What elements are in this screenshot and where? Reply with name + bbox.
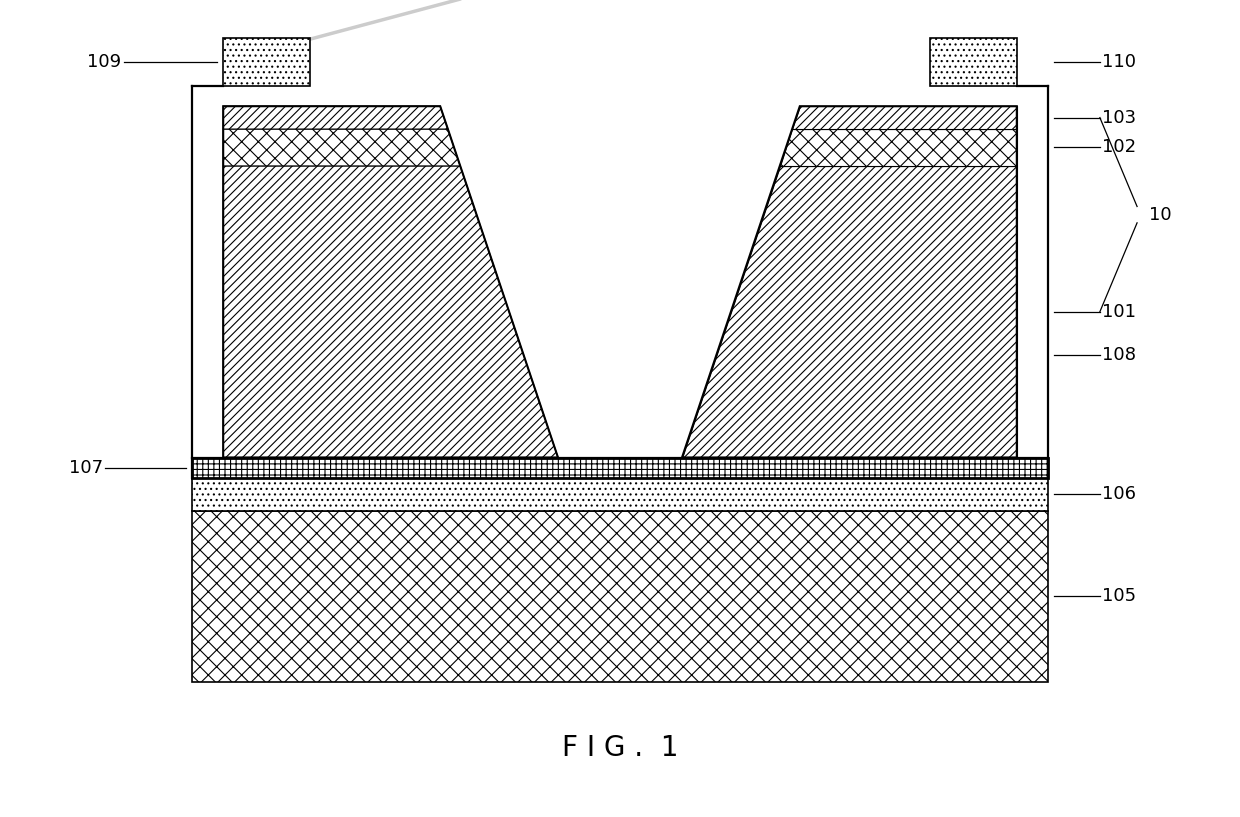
- Polygon shape: [223, 129, 460, 166]
- Text: 110: 110: [1102, 53, 1136, 71]
- Text: 101: 101: [1102, 303, 1136, 321]
- Text: 106: 106: [1102, 485, 1136, 503]
- Polygon shape: [440, 106, 800, 458]
- Text: F I G .  1: F I G . 1: [562, 734, 678, 761]
- Text: 102: 102: [1102, 139, 1137, 157]
- Polygon shape: [192, 511, 1048, 682]
- Polygon shape: [792, 106, 1017, 129]
- Polygon shape: [223, 166, 558, 458]
- Polygon shape: [930, 38, 1017, 86]
- Text: 109: 109: [87, 53, 122, 71]
- Polygon shape: [192, 458, 1048, 478]
- Polygon shape: [223, 38, 310, 86]
- Text: 10: 10: [1149, 206, 1172, 224]
- Text: 103: 103: [1102, 109, 1137, 127]
- Text: 108: 108: [1102, 346, 1136, 364]
- Polygon shape: [780, 129, 1017, 166]
- Polygon shape: [223, 106, 448, 129]
- Polygon shape: [192, 478, 1048, 511]
- Polygon shape: [682, 166, 1017, 458]
- Text: 105: 105: [1102, 587, 1137, 605]
- Text: 107: 107: [68, 458, 103, 477]
